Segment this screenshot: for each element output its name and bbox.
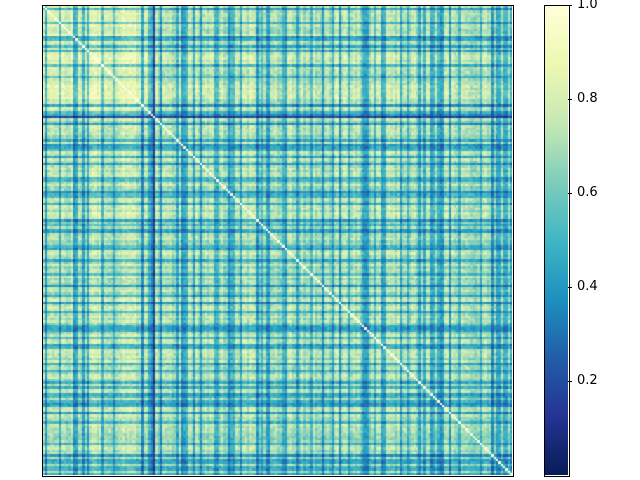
colorbar-tick-label: 0.4 [577, 279, 598, 294]
colorbar [544, 5, 568, 475]
colorbar-tick-label: 0.8 [577, 91, 598, 106]
colorbar-tick [568, 380, 572, 382]
colorbar-tick [568, 98, 572, 100]
colorbar-frame [543, 4, 570, 477]
colorbar-tick-label: 1.0 [577, 0, 598, 12]
colorbar-tick [568, 192, 572, 194]
colorbar-tick-label: 0.2 [577, 373, 598, 388]
colorbar-tick [568, 286, 572, 288]
colorbar-tick [568, 4, 572, 6]
colorbar-tick-label: 0.6 [577, 185, 598, 200]
heatmap [42, 5, 512, 475]
